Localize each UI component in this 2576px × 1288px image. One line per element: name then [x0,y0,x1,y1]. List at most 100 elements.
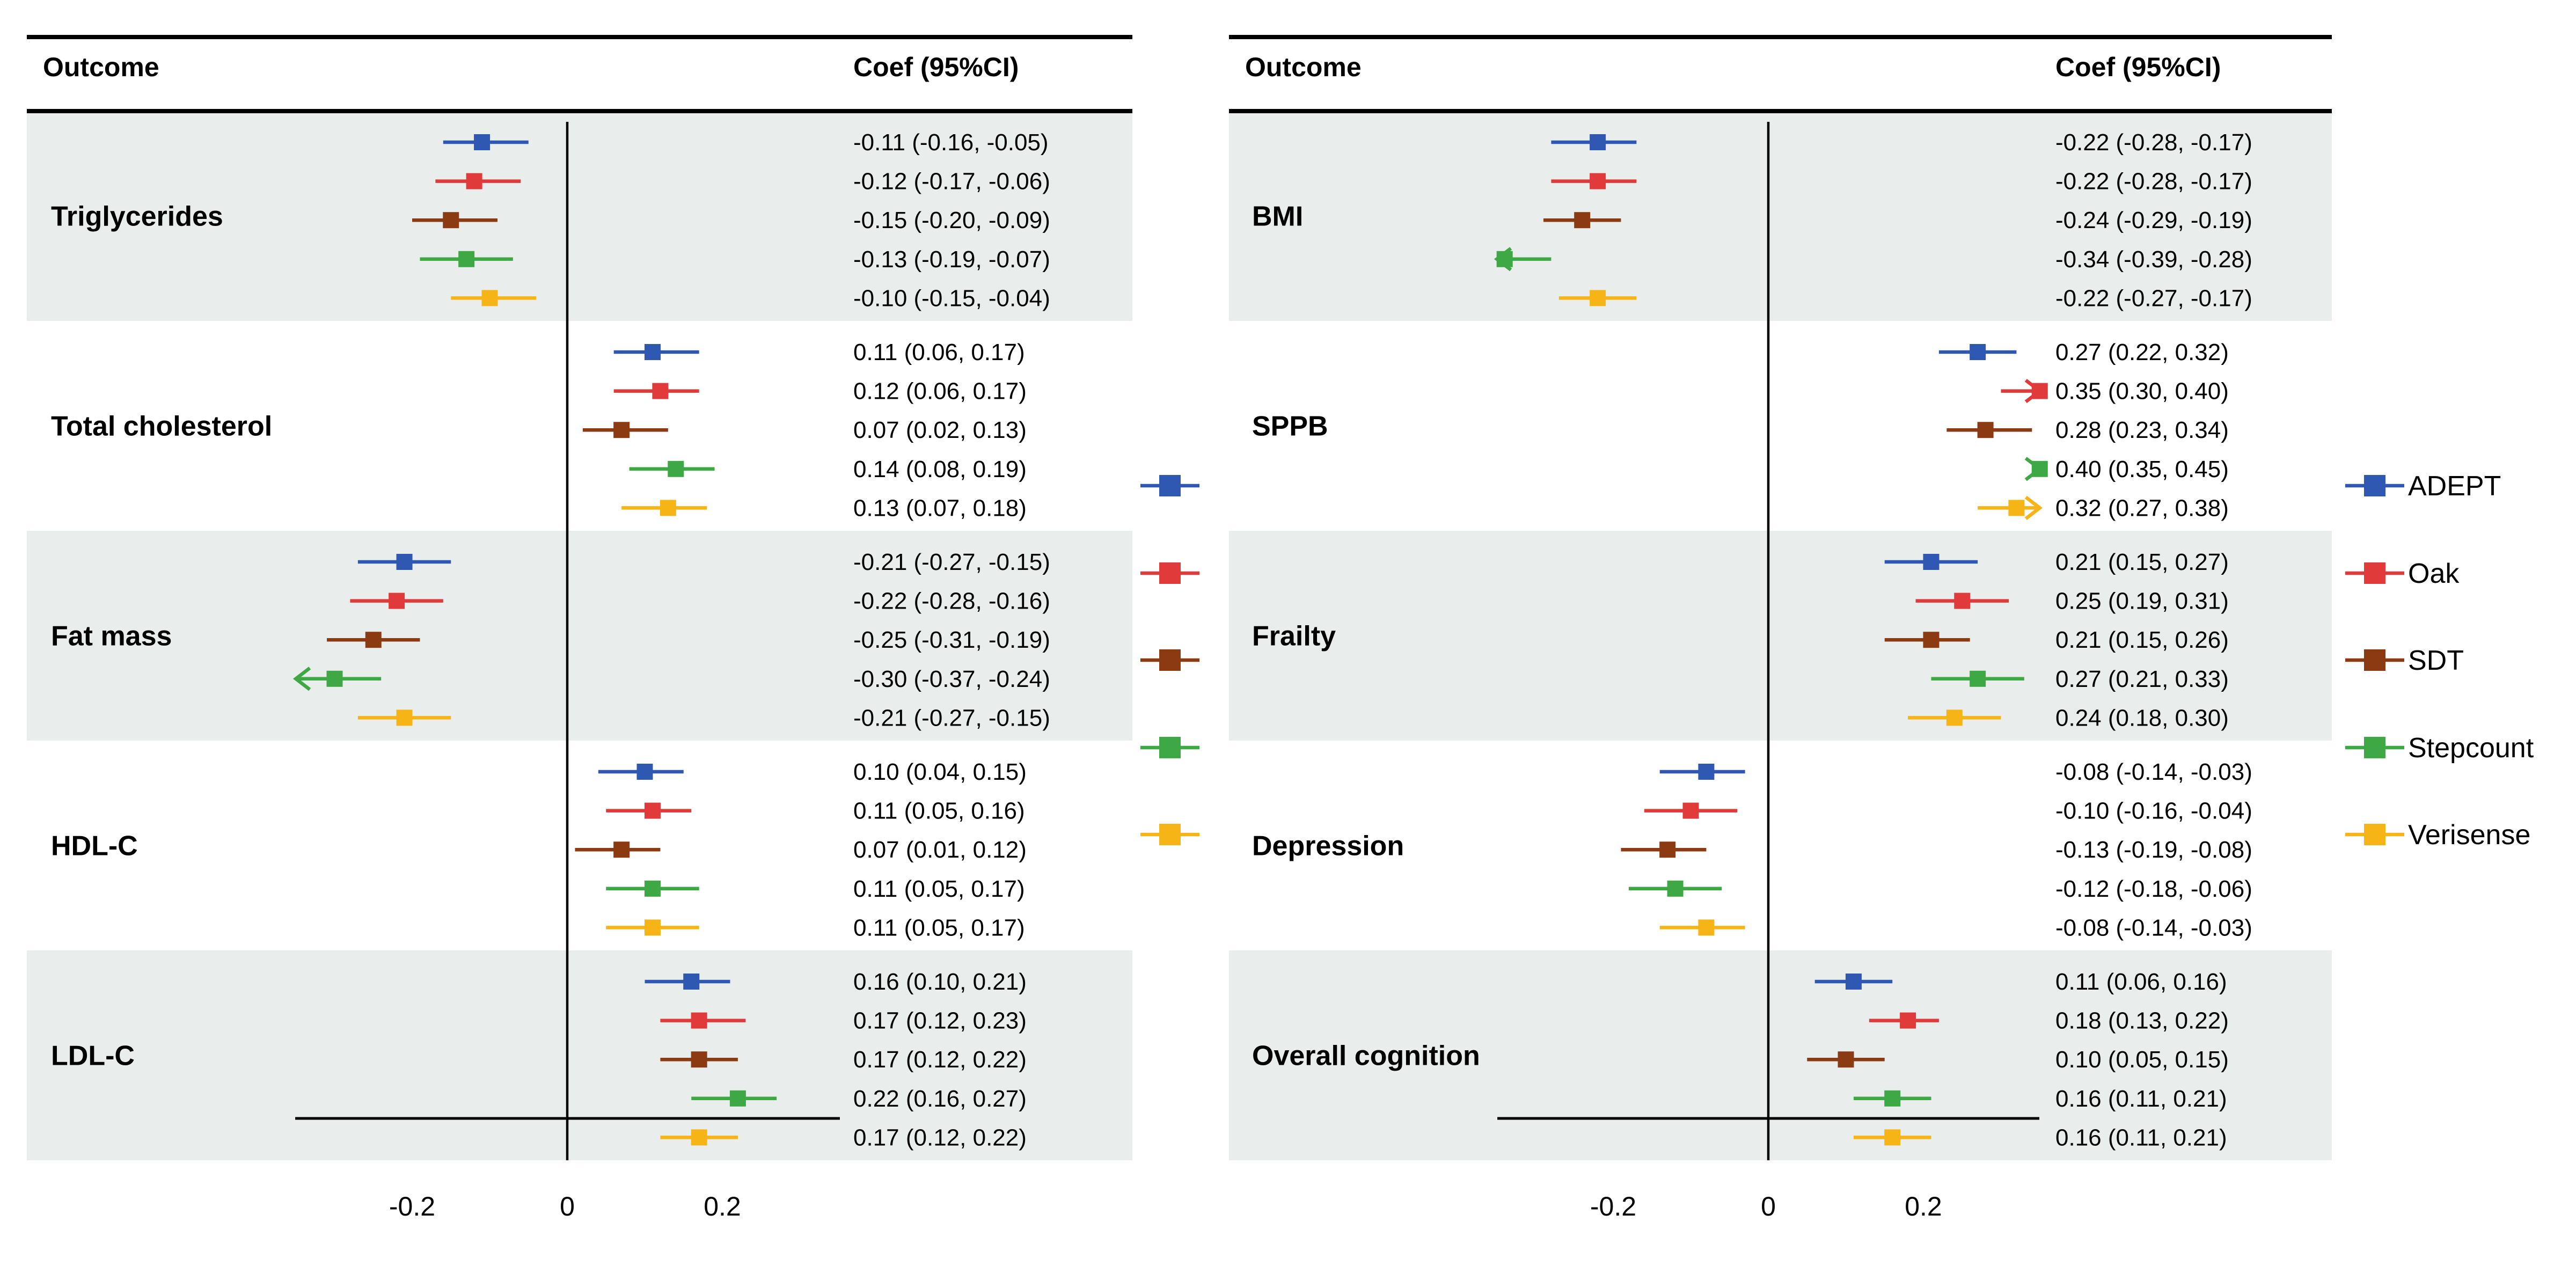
coef-label: 0.11 (0.05, 0.17) [853,876,1025,902]
point-estimate [389,592,405,609]
point-estimate [691,1051,707,1068]
point-estimate [481,290,498,306]
point-estimate [1698,764,1715,780]
point-estimate [1667,880,1684,897]
coef-label: -0.21 (-0.27, -0.15) [853,705,1050,731]
coef-label: -0.22 (-0.27, -0.17) [2055,285,2252,311]
coef-label: -0.10 (-0.15, -0.04) [853,285,1050,311]
point-estimate [2031,383,2048,399]
point-estimate [1590,290,1606,306]
coef-label: 0.17 (0.12, 0.22) [853,1046,1027,1073]
outcome-label: Overall cognition [1252,1041,1480,1072]
legend-marker-mid [1159,737,1181,758]
coef-label: 0.10 (0.05, 0.15) [2055,1046,2229,1073]
point-estimate [636,764,653,780]
point-estimate [1954,592,1971,609]
point-estimate [644,919,661,936]
point-estimate [644,880,661,897]
coef-label: 0.16 (0.10, 0.21) [853,969,1027,995]
point-estimate [1659,841,1676,858]
point-estimate [729,1090,746,1107]
outcome-label: SPPB [1252,411,1328,442]
legend-marker [2364,649,2385,671]
coef-label: 0.35 (0.30, 0.40) [2055,378,2229,405]
outcome-band [1229,531,2332,741]
coef-label: 0.16 (0.11, 0.21) [2055,1124,2227,1151]
point-estimate [1682,802,1699,819]
legend-marker [2364,475,2385,496]
coef-label: -0.10 (-0.16, -0.04) [2055,798,2252,824]
point-estimate [613,841,630,858]
coef-label: -0.08 (-0.14, -0.03) [2055,914,2252,941]
coef-label: -0.15 (-0.20, -0.09) [853,207,1050,233]
header-coef: Coef (95%CI) [2055,52,2221,82]
coef-label: -0.12 (-0.18, -0.06) [2055,876,2252,902]
panel-1: Outcome Coef (95%CI) Triglycerides -0.11 (-… [27,35,1132,1221]
legend-label: Verisense [2408,819,2530,851]
point-estimate [683,974,700,990]
legend-marker-mid [1159,562,1181,584]
coef-label: -0.30 (-0.37, -0.24) [853,666,1050,692]
header-coef: Coef (95%CI) [853,52,1019,82]
coef-label: 0.24 (0.18, 0.30) [2055,705,2229,731]
coef-label: -0.13 (-0.19, -0.08) [2055,837,2252,863]
point-estimate [474,134,491,150]
coef-label: 0.28 (0.23, 0.34) [2055,417,2229,443]
coef-label: 0.11 (0.05, 0.16) [853,798,1025,824]
point-estimate [2031,460,2048,477]
point-estimate [1590,134,1606,150]
coef-label: -0.11 (-0.16, -0.05) [853,129,1049,156]
point-estimate [396,554,413,570]
legend-marker [2364,737,2385,758]
coef-label: 0.11 (0.06, 0.17) [853,339,1025,365]
legend-marker-mid [1159,475,1181,496]
point-estimate [1698,919,1715,936]
legend-label: ADEPT [2408,471,2501,502]
coef-label: -0.24 (-0.29, -0.19) [2055,207,2252,233]
outcome-band [1229,950,2332,1160]
point-estimate [1590,173,1606,189]
x-tick-label: 0.2 [1905,1191,1942,1221]
point-estimate [1900,1012,1916,1029]
outcome-label: Frailty [1252,621,1336,652]
coef-label: 0.07 (0.01, 0.12) [853,837,1027,863]
point-estimate [326,670,343,687]
point-estimate [1884,1090,1901,1107]
coef-label: -0.25 (-0.31, -0.19) [853,627,1050,653]
legend-label: SDT [2408,645,2464,676]
legend-marker [2364,824,2385,845]
coef-label: 0.14 (0.08, 0.19) [853,456,1027,482]
coef-label: 0.22 (0.16, 0.27) [853,1086,1027,1112]
ci-arrow-right [2024,495,2043,520]
coef-label: -0.22 (-0.28, -0.17) [2055,129,2252,156]
panel-2: Outcome Coef (95%CI) BMI -0.22 (-0.28, -0.1… [1229,35,2332,1221]
coef-label: -0.21 (-0.27, -0.15) [853,549,1050,575]
legend-label: Oak [2408,558,2460,589]
header-outcome: Outcome [43,52,159,82]
outcome-label: Total cholesterol [51,411,272,442]
point-estimate [443,212,459,229]
point-estimate [644,344,661,360]
x-tick-label: 0 [560,1191,575,1221]
coef-label: 0.32 (0.27, 0.38) [2055,495,2229,521]
legend-label: Stepcount [2408,733,2534,764]
point-estimate [396,709,413,726]
coef-label: 0.17 (0.12, 0.23) [853,1008,1027,1034]
outcome-label: Triglycerides [51,201,223,232]
point-estimate [691,1129,707,1146]
x-tick-label: 0 [1761,1191,1776,1221]
coef-label: 0.18 (0.13, 0.22) [2055,1008,2229,1034]
point-estimate [1845,974,1862,990]
point-estimate [1884,1129,1901,1146]
coef-label: 0.16 (0.11, 0.21) [2055,1086,2227,1112]
legend-marker-mid [1159,824,1181,845]
outcome-label: BMI [1252,201,1303,232]
coef-label: -0.08 (-0.14, -0.03) [2055,759,2252,785]
outcome-band [27,111,1132,321]
point-estimate [1496,251,1513,267]
point-estimate [1970,670,1986,687]
point-estimate [1574,212,1591,229]
point-estimate [458,251,475,267]
outcome-band [27,950,1132,1160]
